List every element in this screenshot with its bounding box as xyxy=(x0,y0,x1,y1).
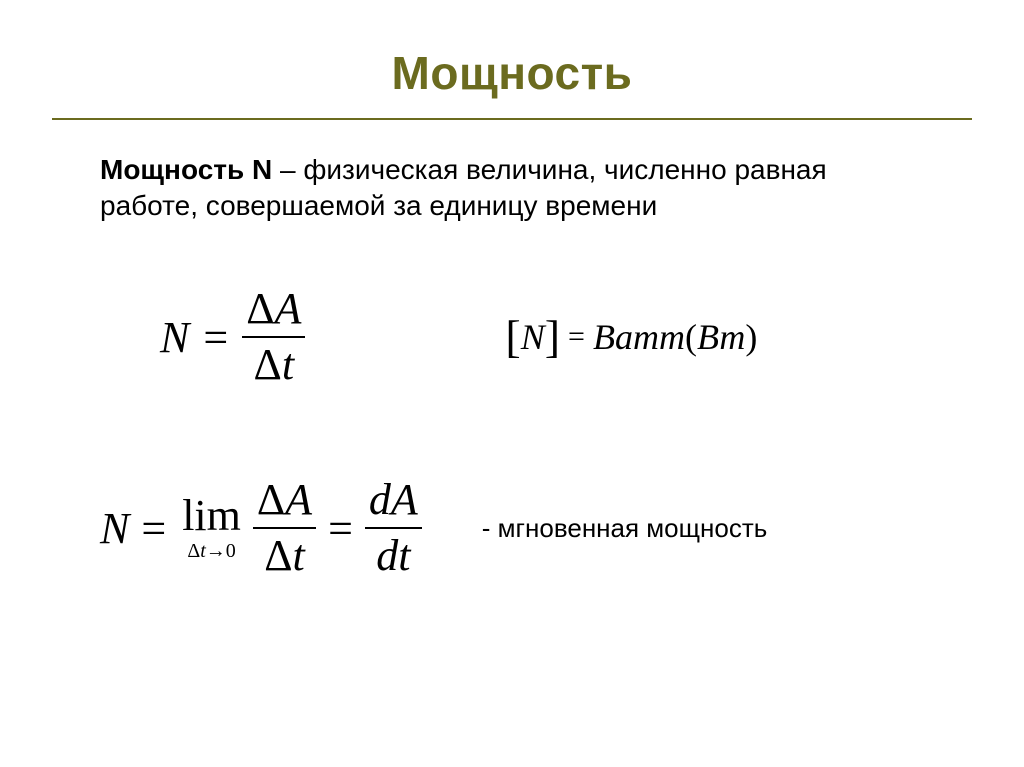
equals-sign: = xyxy=(203,312,228,363)
fraction-bar xyxy=(253,527,316,529)
title-block: Мощность xyxy=(0,0,1024,120)
lim-subscript: Δt→0 xyxy=(187,540,235,563)
var-A: A xyxy=(274,284,301,333)
delta-symbol: Δ xyxy=(187,540,200,562)
symbol-N: N xyxy=(521,316,545,358)
equals-sign: = xyxy=(568,320,585,354)
var-t: t xyxy=(282,340,294,389)
numerator: ΔA xyxy=(242,284,305,335)
slide-title: Мощность xyxy=(0,46,1024,100)
var-t: t xyxy=(398,531,410,580)
left-paren: ( xyxy=(685,316,697,358)
arrow-symbol: → xyxy=(206,540,226,562)
denominator: Δt xyxy=(260,531,309,582)
fraction-dA-dt: ΔA Δt xyxy=(242,284,305,391)
fraction-bar xyxy=(365,527,422,529)
title-underline xyxy=(52,118,972,120)
var-A: A xyxy=(391,475,418,524)
right-paren: ) xyxy=(745,316,757,358)
delta-symbol: Δ xyxy=(264,531,292,580)
left-bracket: [ xyxy=(505,314,520,360)
delta-symbol: Δ xyxy=(254,340,282,389)
average-power-formula: N = ΔA Δt xyxy=(160,284,305,391)
lim-word: lim xyxy=(182,494,241,538)
numerator: ΔA xyxy=(253,475,316,526)
definition-term: Мощность N xyxy=(100,154,272,185)
denominator: dt xyxy=(372,531,414,582)
delta-symbol: Δ xyxy=(246,284,274,333)
symbol-N: N xyxy=(100,503,129,554)
var-A: A xyxy=(285,475,312,524)
dimension-formula: [ N ] = Ватт (Вт) xyxy=(505,314,757,360)
definition-text: Мощность N – физическая величина, числен… xyxy=(100,152,924,224)
unit-watt-full: Ватт xyxy=(593,316,685,358)
instantaneous-label: - мгновенная мощность xyxy=(482,513,768,544)
limit-operator: lim Δt→0 xyxy=(182,494,241,563)
fraction-dA-dt: dA dt xyxy=(365,475,422,582)
zero: 0 xyxy=(226,540,236,562)
instantaneous-power-formula: N = lim Δt→0 ΔA Δt = dA xyxy=(100,475,422,582)
slide: Мощность Мощность N – физическая величин… xyxy=(0,0,1024,767)
d-symbol: d xyxy=(369,475,391,524)
symbol-N: N xyxy=(160,312,189,363)
equals-sign: = xyxy=(141,503,166,554)
d-symbol: d xyxy=(376,531,398,580)
equals-sign: = xyxy=(328,503,353,554)
unit-watt-short: Вт xyxy=(697,316,745,358)
denominator: Δt xyxy=(250,340,299,391)
right-bracket: ] xyxy=(545,314,560,360)
formula-row-average: N = ΔA Δt [ N ] = Ватт (Вт) xyxy=(0,284,1024,391)
numerator: dA xyxy=(365,475,422,526)
fraction-bar xyxy=(242,336,305,338)
fraction-deltaA-deltat: ΔA Δt xyxy=(253,475,316,582)
delta-symbol: Δ xyxy=(257,475,285,524)
formula-row-instantaneous: N = lim Δt→0 ΔA Δt = dA xyxy=(0,475,1024,582)
var-t: t xyxy=(293,531,305,580)
